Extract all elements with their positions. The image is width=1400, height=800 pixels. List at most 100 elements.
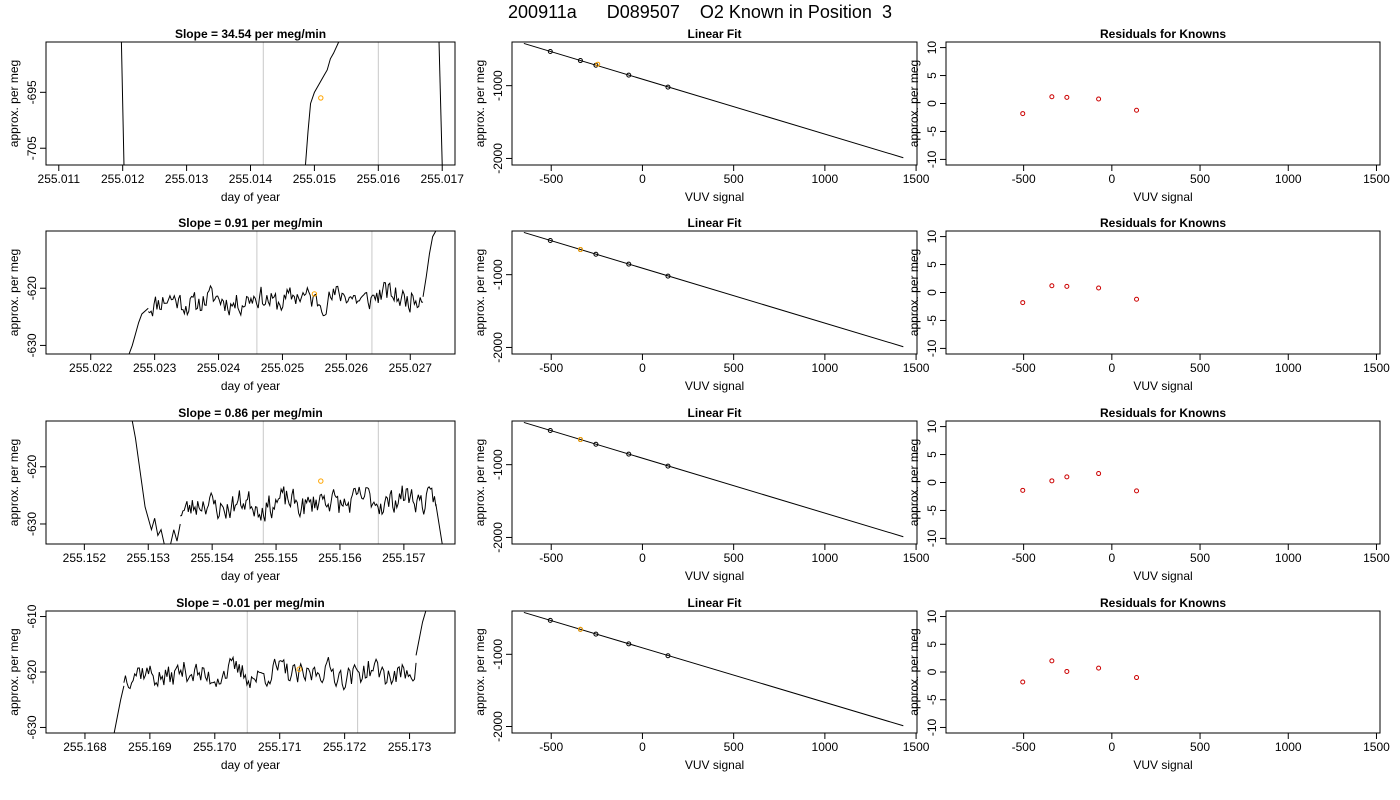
x-tick-label: 255.168 (63, 740, 107, 754)
highlight-point (318, 478, 324, 484)
y-axis-label: approx. per meg (473, 60, 487, 147)
x-tick-label: 255.023 (133, 361, 177, 375)
x-tick-label: -500 (539, 172, 563, 186)
y-axis-label: approx. per meg (7, 628, 21, 715)
x-axis-label: VUV signal (1133, 569, 1192, 583)
plot-frame (945, 230, 1381, 355)
x-tick-label: 255.169 (128, 740, 172, 754)
x-tick-label: 255.152 (63, 551, 107, 565)
panel-r2c2: Linear Fit VUV signal approx. per meg -500 0… (473, 216, 930, 393)
y-tick-label: -620 (25, 276, 39, 300)
highlight-point (577, 437, 583, 443)
trace-line (415, 611, 427, 656)
x-tick-label: 1000 (1275, 361, 1302, 375)
y-axis-label: approx. per meg (907, 439, 921, 526)
x-axis-label: day of year (221, 758, 280, 772)
panel-title: Residuals for Knowns (1100, 27, 1226, 41)
y-axis-label: approx. per meg (907, 249, 921, 336)
plot-frame (511, 610, 918, 734)
y-tick-label: -1000 (491, 639, 505, 670)
highlight-point (311, 291, 318, 297)
data-point (547, 237, 553, 243)
residual-point (1049, 94, 1055, 100)
plot-area (523, 611, 904, 727)
residual-point (1020, 111, 1026, 117)
plot-area (523, 231, 904, 348)
x-tick-label: 255.014 (229, 172, 273, 186)
x-tick-label: 0 (1108, 740, 1115, 754)
data-point (626, 451, 632, 457)
x-tick-label: 1500 (903, 551, 930, 565)
panel-r4c3: Residuals for Knowns VUV signal approx. pe… (907, 596, 1390, 772)
x-tick-label: 255.025 (261, 361, 305, 375)
y-tick-label: -2000 (491, 522, 505, 553)
figure-title: 200911a D089507 O2 Known in Position 3 (508, 2, 892, 22)
trace-line (438, 42, 443, 165)
y-tick-label: -630 (25, 715, 39, 739)
plot-frame (45, 420, 456, 545)
trace-line (422, 231, 437, 297)
panel-title: Slope = 0.91 per meg/min (178, 216, 322, 230)
x-tick-label: 1500 (1363, 361, 1390, 375)
trace-line (131, 421, 165, 544)
y-tick-label: 5 (925, 641, 939, 648)
y-tick-label: 0 (925, 289, 939, 296)
plot-area (131, 421, 443, 544)
x-tick-label: 500 (1190, 172, 1210, 186)
x-tick-label: -500 (539, 551, 563, 565)
x-axis-label: VUV signal (1133, 758, 1192, 772)
panel-r3c3: Residuals for Knowns VUV signal approx. pe… (907, 406, 1390, 583)
y-tick-label: -10 (925, 718, 939, 736)
y-tick-label: -5 (925, 126, 939, 137)
x-tick-label: 0 (639, 361, 646, 375)
trace-line (113, 685, 125, 733)
x-tick-label: 1000 (812, 361, 839, 375)
y-tick-label: -705 (25, 136, 39, 160)
residual-point (1020, 679, 1026, 685)
residual-point (1020, 300, 1026, 306)
x-tick-label: 500 (724, 172, 744, 186)
x-tick-label: 0 (1108, 551, 1115, 565)
residual-point (1134, 488, 1140, 494)
y-tick-label: 0 (925, 668, 939, 675)
y-tick-label: 10 (925, 610, 939, 624)
x-tick-label: 500 (724, 740, 744, 754)
panel-r1c2: Linear Fit VUV signal approx. per meg -500 0… (473, 27, 930, 204)
plot-frame (511, 420, 918, 545)
panel-title: Slope = 34.54 per meg/min (175, 27, 326, 41)
residual-point (1049, 478, 1055, 484)
y-tick-label: -630 (25, 512, 39, 536)
residual-point (1020, 487, 1026, 493)
trace-line (120, 42, 125, 165)
residual-point (1096, 665, 1102, 671)
fit-line (523, 611, 904, 727)
residual-point (1064, 94, 1070, 100)
y-tick-label: -1000 (491, 70, 505, 101)
x-tick-label: 500 (1190, 361, 1210, 375)
y-tick-label: 10 (925, 420, 939, 434)
x-axis-label: day of year (221, 569, 280, 583)
x-tick-label: 1500 (1363, 740, 1390, 754)
x-tick-label: 1500 (903, 361, 930, 375)
trace-line (435, 503, 443, 544)
plot-area (523, 421, 904, 538)
y-tick-label: -2000 (491, 711, 505, 742)
data-point (547, 48, 553, 54)
residual-point (1134, 107, 1140, 113)
x-tick-label: -500 (1012, 361, 1036, 375)
x-tick-label: 255.156 (318, 551, 362, 565)
fit-line (523, 42, 904, 159)
highlight-point (577, 247, 583, 253)
plot-frame (511, 41, 918, 166)
plot-area (523, 42, 904, 159)
x-tick-label: 1000 (812, 740, 839, 754)
x-tick-label: 255.015 (293, 172, 337, 186)
x-tick-label: -500 (539, 740, 563, 754)
x-tick-label: 255.153 (127, 551, 171, 565)
plot-area (1020, 471, 1140, 494)
panel-r3c1: Slope = 0.86 per meg/min day of year appro… (7, 406, 456, 583)
y-axis-label: approx. per meg (7, 60, 21, 147)
x-tick-label: 1000 (1275, 172, 1302, 186)
